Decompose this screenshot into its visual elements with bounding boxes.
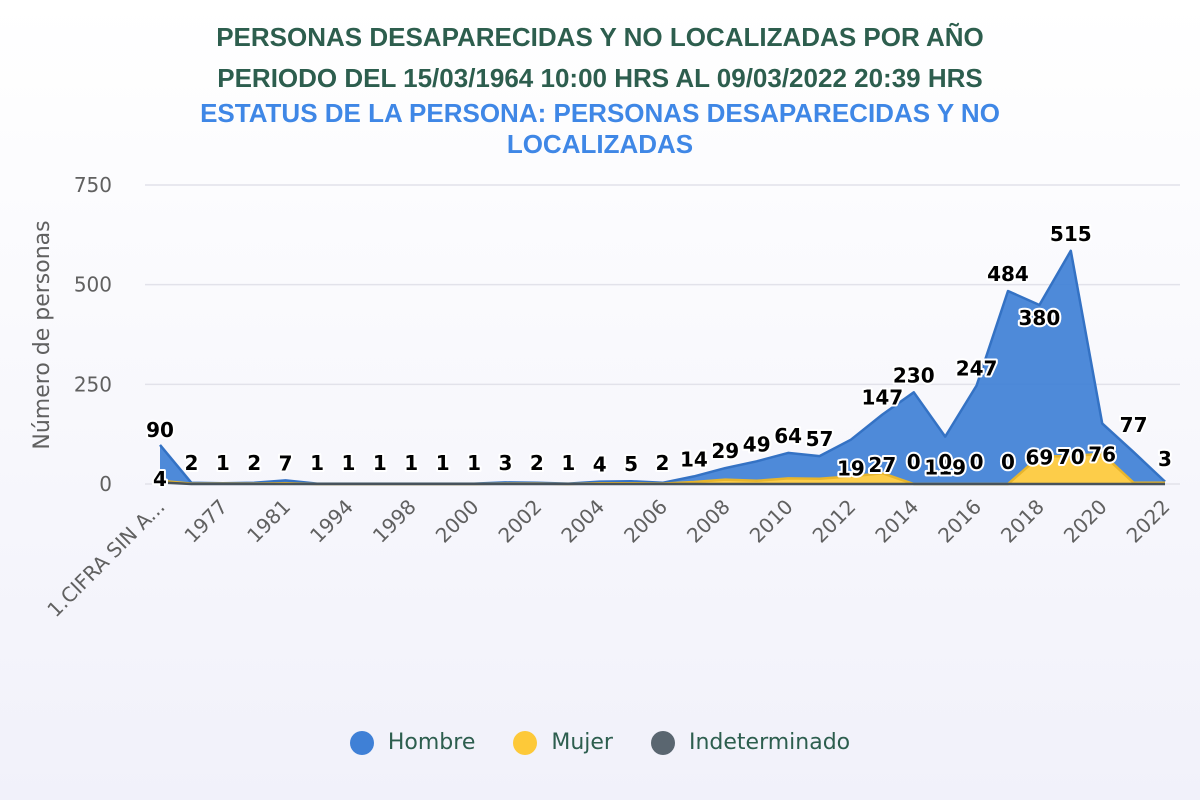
data-label-hombre: 1 [373, 451, 387, 475]
data-label-hombre: 77 [1120, 413, 1148, 437]
data-label-mujer: 76 [1088, 443, 1116, 467]
x-tick-label-1994: 1994 [305, 495, 358, 548]
x-tick-label-2000: 2000 [431, 495, 484, 548]
data-label-hombre: 380 [1019, 306, 1061, 330]
y-tick-label-750: 750 [74, 173, 112, 197]
data-label-hombre: 2 [247, 451, 261, 475]
legend-label-hombre: Hombre [388, 730, 476, 755]
x-tick-label-1977: 1977 [179, 495, 232, 548]
data-label-hombre: 4 [593, 453, 607, 477]
x-tick-label-2006: 2006 [619, 495, 672, 548]
data-label-hombre: 1 [436, 451, 450, 475]
y-tick-label-250: 250 [74, 372, 112, 396]
data-label-hombre: 64 [774, 424, 802, 448]
area-chart: 0250500750Número de personas1.CIFRA SIN … [0, 0, 1200, 800]
legend-marker-hombre [350, 731, 374, 755]
data-label-hombre: 3 [1158, 447, 1172, 471]
legend-item-hombre[interactable]: Hombre [350, 730, 476, 755]
legend-label-indeterminado: Indeterminado [689, 730, 850, 755]
x-tick-label-1-CIFRA-SIN-A-: 1.CIFRA SIN A... [42, 495, 169, 622]
data-label-hombre: 147 [861, 386, 903, 410]
data-label-hombre: 1 [467, 451, 481, 475]
y-axis-label: Número de personas [30, 220, 55, 449]
data-label-hombre: 230 [893, 363, 935, 387]
data-label-hombre: 1 [310, 451, 324, 475]
x-tick-label-2014: 2014 [870, 495, 923, 548]
x-tick-label-1981: 1981 [242, 495, 295, 548]
data-label-hombre: 5 [624, 452, 638, 476]
data-label-hombre: 90 [146, 418, 174, 442]
data-label-hombre: 1 [216, 451, 230, 475]
data-label-hombre: 14 [680, 447, 708, 471]
x-tick-label-2022: 2022 [1122, 495, 1175, 548]
data-label-hombre: 515 [1050, 222, 1092, 246]
data-label-hombre: 1 [404, 451, 418, 475]
data-label-hombre: 1 [561, 451, 575, 475]
data-label-hombre: 2 [656, 451, 670, 475]
data-label-hombre: 1 [341, 451, 355, 475]
legend-marker-indeterminado [651, 731, 675, 755]
x-tick-label-2004: 2004 [556, 495, 609, 548]
x-tick-label-2018: 2018 [996, 495, 1049, 548]
chart-legend: Hombre Mujer Indeterminado [0, 730, 1200, 755]
x-tick-label-2020: 2020 [1059, 495, 1112, 548]
data-label-mujer: 4 [153, 467, 167, 491]
y-tick-label-500: 500 [74, 273, 112, 297]
legend-label-mujer: Mujer [551, 730, 613, 755]
x-tick-label-2008: 2008 [682, 495, 735, 548]
legend-marker-mujer [513, 731, 537, 755]
data-label-hombre: 247 [956, 357, 998, 381]
data-label-hombre: 7 [279, 451, 293, 475]
data-label-hombre: 484 [987, 262, 1029, 286]
legend-item-mujer[interactable]: Mujer [513, 730, 613, 755]
data-label-mujer: 0 [938, 450, 952, 474]
data-label-mujer: 0 [970, 450, 984, 474]
chart-page: PERSONAS DESAPARECIDAS Y NO LOCALIZADAS … [0, 0, 1200, 800]
data-label-hombre: 49 [743, 432, 771, 456]
x-tick-label-1998: 1998 [368, 495, 421, 548]
data-label-hombre: 29 [711, 439, 739, 463]
data-label-mujer: 19 [837, 456, 865, 480]
data-label-hombre: 2 [184, 451, 198, 475]
data-label-hombre: 3 [499, 451, 513, 475]
x-tick-label-2012: 2012 [808, 495, 861, 548]
data-label-mujer: 0 [1001, 450, 1015, 474]
y-tick-label-0: 0 [99, 472, 112, 496]
x-tick-label-2016: 2016 [933, 495, 986, 548]
data-label-hombre: 57 [806, 427, 834, 451]
legend-item-indeterminado[interactable]: Indeterminado [651, 730, 850, 755]
data-label-mujer: 69 [1025, 445, 1053, 469]
data-label-mujer: 70 [1057, 445, 1085, 469]
data-label-mujer: 27 [868, 453, 896, 477]
x-tick-label-2010: 2010 [745, 495, 798, 548]
data-label-hombre: 2 [530, 451, 544, 475]
x-tick-label-2002: 2002 [493, 495, 546, 548]
data-label-mujer: 0 [907, 450, 921, 474]
